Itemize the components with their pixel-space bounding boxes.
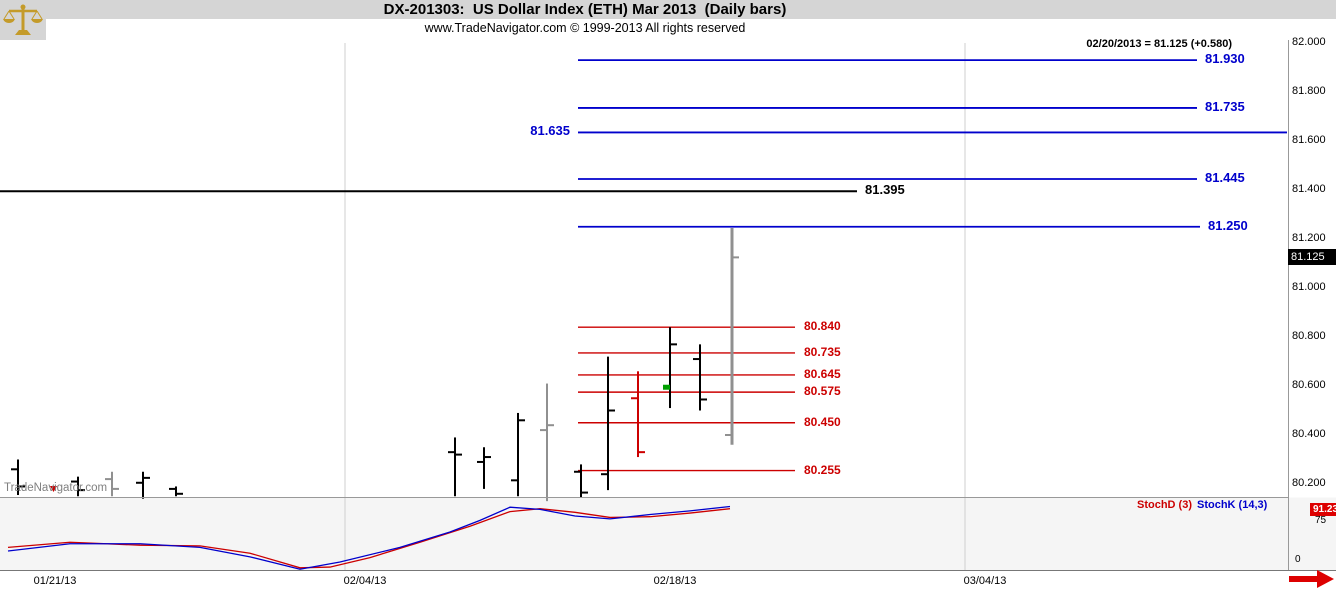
scales-logo-icon bbox=[3, 10, 10, 20]
scales-logo-icon bbox=[3, 19, 15, 23]
price-tick-label: 80.600 bbox=[1292, 379, 1326, 391]
stoch-value-badge: 91.23 bbox=[1310, 503, 1336, 516]
scales-logo-icon bbox=[8, 10, 15, 20]
price-tick-label: 81.000 bbox=[1292, 281, 1326, 293]
blue-level-label[interactable]: 81.250 bbox=[1208, 217, 1248, 233]
stoch-scale-0-label: 0 bbox=[1295, 554, 1301, 565]
stoch-panel-background bbox=[0, 497, 1336, 570]
scales-logo-icon bbox=[36, 10, 43, 20]
stoch-d-indicator-label[interactable]: StochD (3) bbox=[1137, 499, 1192, 511]
date-label: 01/21/13 bbox=[33, 575, 77, 587]
red-level-label[interactable]: 80.735 bbox=[804, 344, 841, 359]
scroll-right-arrow[interactable] bbox=[1289, 570, 1334, 588]
title-bar bbox=[0, 0, 1336, 19]
price-tick-label: 80.800 bbox=[1292, 330, 1326, 342]
red-level-label[interactable]: 80.255 bbox=[804, 462, 841, 477]
red-level-label[interactable]: 80.450 bbox=[804, 414, 841, 429]
scales-logo-icon bbox=[15, 30, 31, 35]
watermark: TradeNavigator.com bbox=[4, 482, 108, 494]
price-tick-label: 80.200 bbox=[1292, 477, 1326, 489]
price-tick-label: 81.400 bbox=[1292, 183, 1326, 195]
stoch-k-indicator-label[interactable]: StochK (14,3) bbox=[1197, 499, 1268, 511]
price-tick-label: 81.800 bbox=[1292, 85, 1326, 97]
scales-logo-icon bbox=[31, 10, 38, 20]
red-level-label[interactable]: 80.840 bbox=[804, 319, 841, 334]
black-level-label[interactable]: 81.395 bbox=[863, 182, 907, 198]
chart-subtitle: www.TradeNavigator.com © 1999-2013 All r… bbox=[424, 21, 746, 35]
last-price-badge: 81.125 bbox=[1288, 249, 1336, 265]
chart-title: DX-201303: US Dollar Index (ETH) Mar 201… bbox=[383, 1, 787, 18]
scales-logo-icon bbox=[31, 19, 43, 24]
red-level-label[interactable]: 80.575 bbox=[804, 384, 841, 399]
date-label: 03/04/13 bbox=[963, 575, 1007, 587]
date-label: 02/04/13 bbox=[343, 575, 387, 587]
watermark-logo-mark bbox=[50, 486, 57, 492]
price-tick-label: 80.400 bbox=[1292, 428, 1326, 440]
price-tick-label: 81.200 bbox=[1292, 232, 1326, 244]
price-tick-label: 81.600 bbox=[1292, 134, 1326, 146]
red-level-label[interactable]: 80.645 bbox=[804, 366, 841, 381]
price-tick-label: 82.000 bbox=[1292, 36, 1326, 48]
blue-level-label[interactable]: 81.635 bbox=[530, 123, 570, 139]
quote-readout: 02/20/2013 = 81.125 (+0.580) bbox=[1086, 38, 1232, 50]
stoch-k-line[interactable] bbox=[7, 505, 731, 570]
blue-level-label[interactable]: 81.930 bbox=[1205, 51, 1245, 67]
blue-level-label[interactable]: 81.735 bbox=[1205, 98, 1245, 114]
blue-level-label[interactable]: 81.445 bbox=[1205, 169, 1245, 185]
date-label: 02/18/13 bbox=[653, 575, 697, 587]
stoch-scale-75-label: 75 bbox=[1315, 515, 1327, 526]
